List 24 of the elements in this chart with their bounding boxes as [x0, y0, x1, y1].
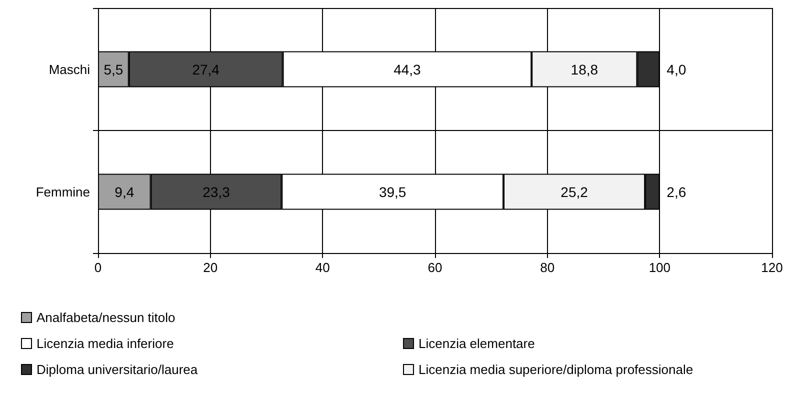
- x-tick-label: 20: [203, 260, 218, 275]
- legend-label: Analfabeta/nessun titolo: [36, 310, 176, 325]
- data-label: 9,4: [114, 184, 134, 200]
- legend-label: Diploma universitario/laurea: [36, 362, 198, 377]
- x-tick-label: 60: [428, 260, 442, 275]
- data-label: 5,5: [104, 61, 124, 78]
- data-label: 4,0: [666, 61, 686, 78]
- x-tick-label: 40: [315, 260, 330, 275]
- legend-label: Licenzia elementare: [418, 336, 535, 351]
- data-label: 25,2: [560, 184, 588, 200]
- x-tick-label: 80: [540, 260, 555, 275]
- x-tick-label: 100: [648, 260, 671, 275]
- data-label: 44,3: [394, 61, 422, 78]
- data-label: 23,3: [202, 184, 230, 200]
- y-tick-label: Maschi: [48, 62, 90, 77]
- y-tick-label: Femmine: [36, 184, 90, 200]
- data-label: 2,6: [666, 184, 686, 200]
- data-label: 27,4: [192, 61, 220, 78]
- x-tick-label: 0: [94, 260, 102, 275]
- data-label: 18,8: [570, 61, 598, 78]
- legend-label: Licenzia media superiore/diploma professionale: [418, 362, 694, 377]
- data-label: 39,5: [378, 184, 406, 200]
- x-tick-label: 120: [761, 260, 783, 275]
- legend-label: Licenzia media inferiore: [36, 336, 174, 351]
